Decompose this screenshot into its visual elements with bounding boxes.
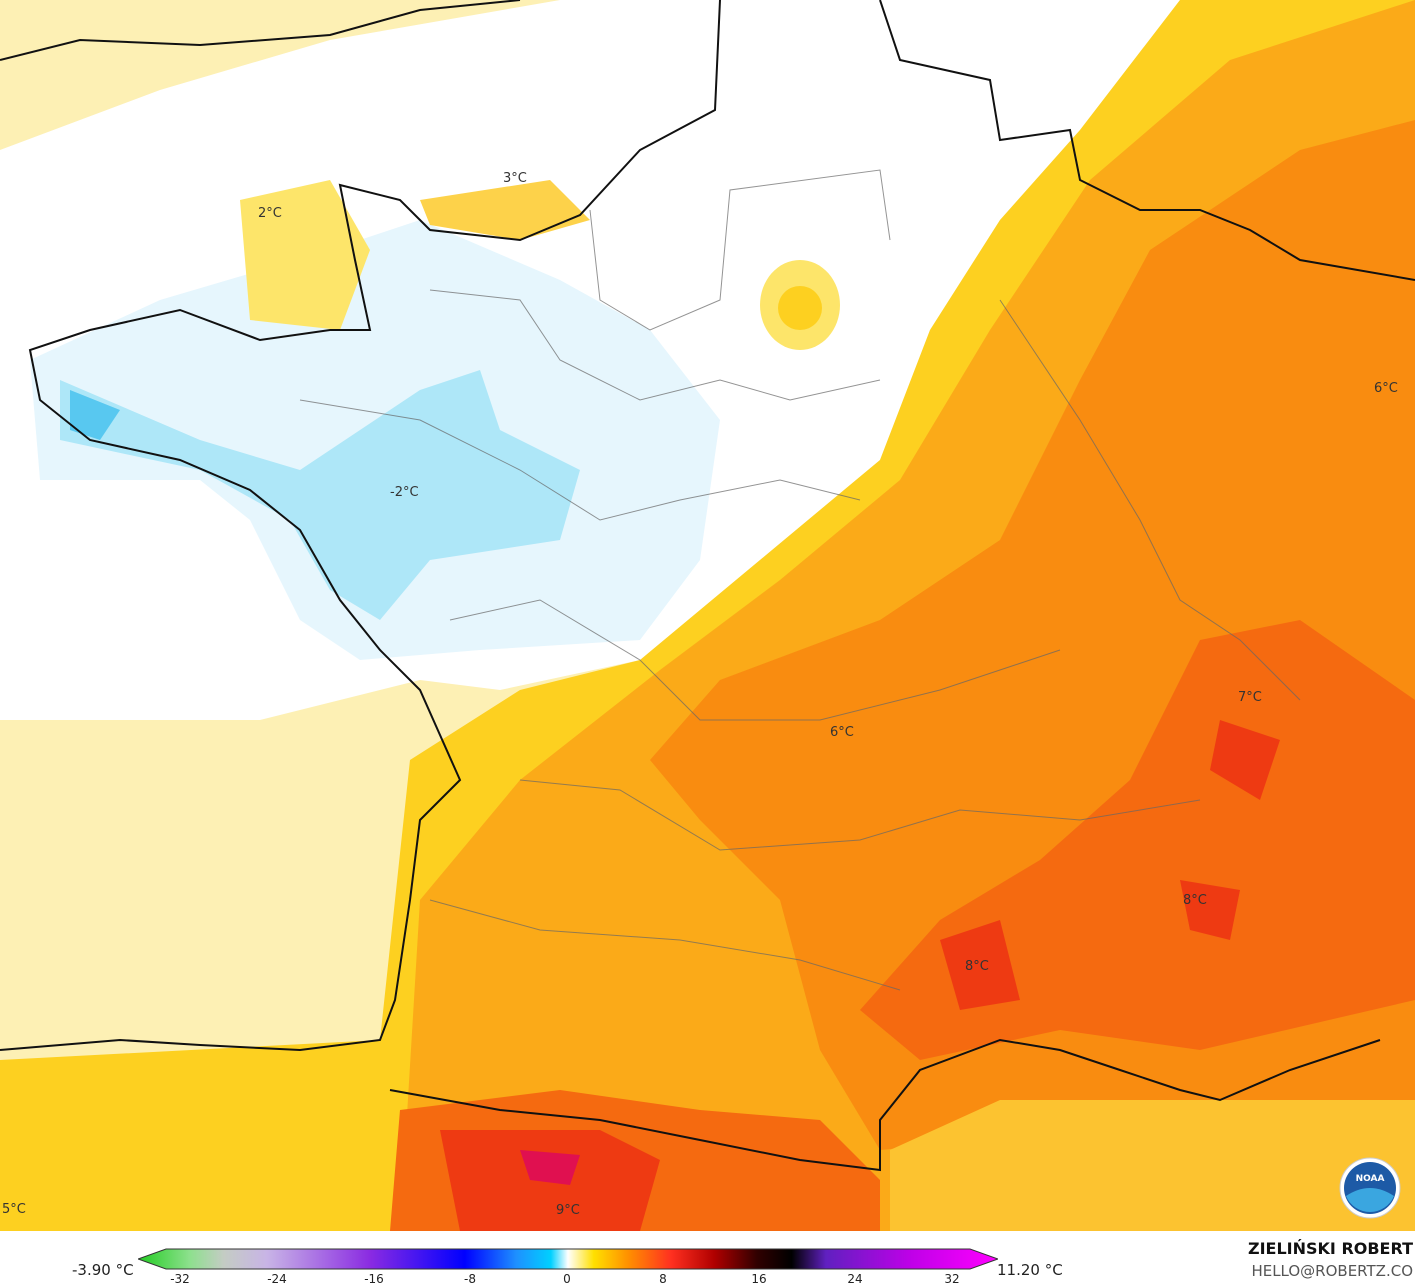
colorbar-tick: -8: [464, 1272, 476, 1286]
min-value-label: -3.90 °C: [72, 1261, 134, 1279]
colorbar-tick: -24: [267, 1272, 287, 1286]
colorbar-tick: 32: [944, 1272, 960, 1286]
noaa-logo: NOAA: [1339, 1157, 1401, 1219]
isotherm-label: 8°C: [965, 959, 989, 974]
isotherm-label: 9°C: [556, 1203, 580, 1218]
isotherm-label: 6°C: [830, 725, 854, 740]
colorbar-tick: -16: [364, 1272, 384, 1286]
max-value-label: 11.20 °C: [997, 1261, 1063, 1279]
isotherm-label: 5°C: [2, 1202, 26, 1217]
isotherm-labels: 3°C 2°C -2°C 6°C 6°C 7°C 8°C 8°C 9°C 5°C: [2, 171, 1398, 1218]
colorbar-tick: 8: [659, 1272, 667, 1286]
isotherm-label: 6°C: [1374, 381, 1398, 396]
author-email: HELLO@ROBERTZ.CO: [1251, 1262, 1413, 1280]
region-borders: [299, 169, 1301, 991]
isotherm-label: 2°C: [258, 206, 282, 221]
isotherm-label: 8°C: [1183, 893, 1207, 908]
svg-text:NOAA: NOAA: [1356, 1174, 1385, 1184]
author-credit: ZIELIŃSKI ROBERT: [1247, 1239, 1413, 1258]
temperature-map: 3°C 2°C -2°C 6°C 6°C 7°C 8°C 8°C 9°C 5°C…: [0, 0, 1415, 1231]
colorbar-tick: 0: [563, 1272, 571, 1286]
isotherm-label: 3°C: [503, 171, 527, 186]
isotherm-label: -2°C: [390, 485, 419, 500]
isotherm-label: 7°C: [1238, 690, 1262, 705]
temperature-fill: [0, 0, 1415, 1231]
coastlines-and-borders: [0, 0, 1415, 1172]
colorbar: [138, 1248, 998, 1270]
colorbar-tick: 24: [847, 1272, 863, 1286]
colorbar-tick: 16: [751, 1272, 767, 1286]
color-legend: -3.90 °C: [0, 1231, 1415, 1287]
colorbar-tick: -32: [170, 1272, 190, 1286]
